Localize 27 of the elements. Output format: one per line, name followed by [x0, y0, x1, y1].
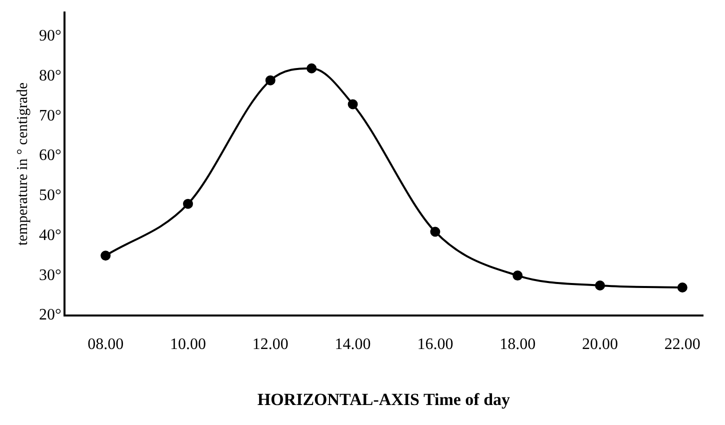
- y-tick-label: 60°: [38, 147, 62, 164]
- x-tick-label: 10.00: [170, 336, 206, 354]
- point: [100, 250, 111, 261]
- x-tick-label: 18.00: [500, 336, 536, 354]
- point: [430, 226, 440, 237]
- point: [183, 198, 193, 209]
- y-tick-label: 90°: [38, 28, 62, 45]
- point: [306, 63, 317, 74]
- x-tick-label: 16.00: [417, 336, 454, 354]
- x-axis-title: HORIZONTAL-AXIS Time of day: [257, 390, 511, 410]
- point: [348, 99, 358, 110]
- point: [512, 270, 523, 281]
- point: [595, 280, 605, 291]
- y-tick-label: 20°: [38, 306, 62, 324]
- x-tick-label: 20.00: [582, 336, 618, 354]
- x-tick-label: 14.00: [334, 336, 371, 354]
- x-tick-label: 08.00: [88, 336, 124, 354]
- y-tick-label: 30°: [38, 266, 62, 284]
- point: [265, 75, 276, 86]
- y-tick-label: 80°: [38, 68, 62, 85]
- y-tick-label: 50°: [38, 187, 62, 204]
- point: [677, 282, 688, 293]
- y-tick-label: 70°: [38, 107, 62, 124]
- x-tick-label: 22.00: [664, 336, 700, 354]
- y-axis-title: temperature in ° centigrade: [14, 82, 31, 246]
- x-tick-label: 12.00: [252, 336, 288, 354]
- y-tick-label: 40°: [38, 226, 62, 244]
